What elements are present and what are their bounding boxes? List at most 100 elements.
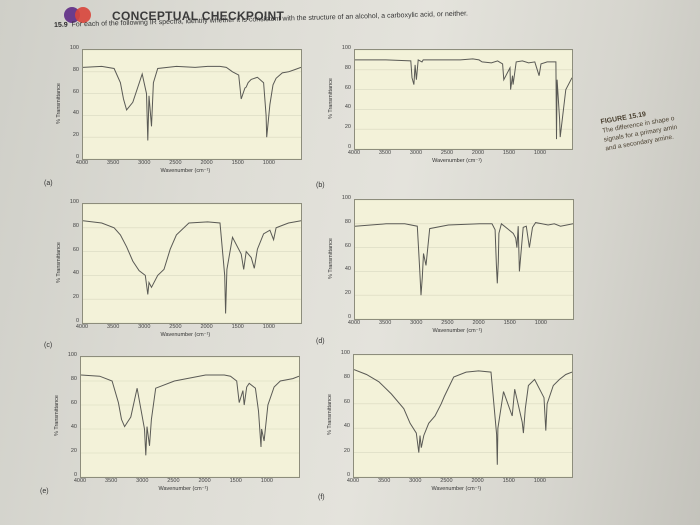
x-tick-label: 1000 [533,150,547,156]
x-tick-label: 1500 [229,478,242,484]
y-tick-label: 80 [343,374,350,381]
y-tick-label: 20 [343,447,350,454]
spectrum-plot-area [80,356,300,478]
y-tick-label: 60 [72,246,79,253]
x-tick-label: 3500 [107,324,120,330]
y-tick-label: 80 [70,376,77,382]
x-tick-label: 1500 [503,320,516,326]
x-tick-label: 4000 [346,478,360,484]
x-axis-label: Wavenumber (cm⁻¹) [431,486,482,492]
problem-number: 15.9 [54,21,68,29]
logo-circle-red [75,7,91,23]
x-tick-label: 1500 [231,324,244,330]
x-tick-label: 2000 [471,478,484,484]
y-axis-label: % Transmittance [328,77,334,119]
panel-label: (b) [316,182,325,189]
y-tick-label: 40 [343,423,350,430]
y-axis-label: % Transmittance [54,395,60,436]
spectrum-plot-area [82,203,302,324]
x-tick-label: 2500 [440,478,453,484]
x-axis-label: Wavenumber (cm⁻¹) [158,486,209,492]
y-axis-label: % Transmittance [328,237,334,279]
y-tick-label: 20 [344,290,351,297]
x-tick-label: 3500 [378,150,392,156]
panel-label: (c) [44,342,53,349]
x-tick-label: 1500 [502,150,516,156]
panel-label: (a) [44,180,53,187]
spectrum-trace [83,220,301,314]
x-tick-label: 4000 [75,160,89,166]
x-tick-label: 1000 [262,160,275,166]
spectrum-svg [83,204,301,323]
x-tick-label: 1500 [231,160,244,166]
y-tick-label: 40 [72,110,79,117]
x-tick-label: 4000 [347,320,361,326]
y-tick-label: 40 [70,424,77,430]
x-tick-label: 2500 [441,320,454,326]
x-tick-label: 3000 [138,160,151,166]
spectrum-svg [355,50,572,149]
x-tick-label: 2500 [169,160,182,166]
y-tick-label: 0 [75,154,79,160]
x-tick-label: 3500 [379,320,392,326]
y-tick-label: 20 [344,124,351,131]
y-tick-label: 60 [343,398,350,405]
spectrum-trace [355,58,572,140]
x-tick-label: 2500 [167,478,180,484]
spectrum-trace [81,374,299,456]
x-axis-label: Wavenumber (cm⁻¹) [432,158,482,164]
spectrum-svg [83,50,301,159]
spectrum-svg [355,200,573,319]
x-tick-label: 1000 [533,478,546,484]
y-tick-label: 0 [347,144,351,150]
x-tick-label: 4000 [73,478,87,484]
y-tick-label: 60 [70,400,77,406]
y-axis-label: % Transmittance [327,394,333,435]
x-tick-label: 2000 [200,324,213,330]
spectrum-svg [81,357,299,477]
x-tick-label: 2000 [472,320,485,326]
y-tick-label: 40 [344,104,351,111]
y-tick-label: 0 [73,472,77,478]
y-tick-label: 80 [72,222,79,229]
y-tick-label: 100 [341,45,351,51]
x-tick-label: 4000 [75,324,89,330]
y-tick-label: 80 [344,218,351,225]
spectrum-plot-area [354,199,574,320]
section-heading: CONCEPTUAL CHECKPOINT [112,9,285,23]
x-tick-label: 4000 [347,150,361,156]
y-tick-label: 60 [72,88,79,95]
y-tick-label: 100 [340,350,350,356]
spectrum-trace [83,65,301,141]
y-tick-label: 60 [344,84,351,91]
y-tick-label: 0 [347,314,351,320]
x-tick-label: 2000 [198,478,211,484]
x-tick-label: 3000 [136,478,149,484]
spectrum-plot-area [82,49,302,160]
x-axis-label: Wavenumber (cm⁻¹) [432,328,483,334]
y-tick-label: 60 [344,242,351,249]
y-tick-label: 20 [72,132,79,139]
x-tick-label: 2000 [200,160,213,166]
x-axis-label: Wavenumber (cm⁻¹) [160,168,211,174]
y-tick-label: 80 [344,64,351,71]
x-tick-label: 2500 [440,150,454,156]
spectrum-svg [354,355,572,477]
y-tick-label: 100 [67,352,77,358]
y-tick-label: 80 [72,66,79,73]
y-tick-label: 20 [72,294,79,301]
x-tick-label: 3500 [378,478,391,484]
spectrum-trace [354,369,572,465]
panel-label: (e) [40,488,49,495]
y-tick-label: 40 [72,270,79,277]
panel-label: (f) [318,494,325,501]
panel-label: (d) [316,338,325,345]
x-tick-label: 3500 [107,160,120,166]
x-tick-label: 3000 [138,324,151,330]
y-tick-label: 100 [69,199,79,205]
y-tick-label: 100 [69,45,79,51]
x-tick-label: 3000 [409,478,422,484]
x-tick-label: 1500 [502,478,515,484]
y-tick-label: 20 [70,448,77,454]
